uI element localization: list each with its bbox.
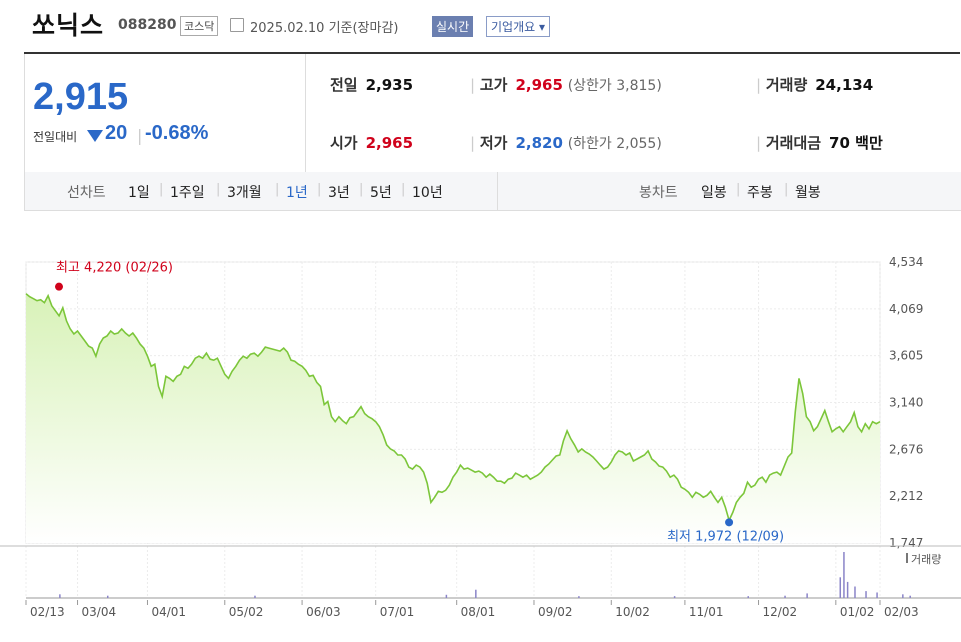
x-tick-label: 06/03 [306, 605, 341, 619]
divider: | [275, 182, 280, 197]
x-tick-label: 01/02 [840, 605, 875, 619]
divider: | [736, 182, 741, 197]
volume-bar [854, 586, 856, 598]
quote-panel: 2,915 전일대비 20 | -0.68% 전일 2,935 | 고가 2,965… [24, 52, 960, 175]
tab-1day[interactable]: 1일 [128, 185, 150, 201]
x-tick-label: 02/03 [884, 605, 919, 619]
tab-5year[interactable]: 5년 [370, 185, 392, 201]
volume-bar [839, 577, 842, 598]
stock-code: 088280 [118, 17, 177, 33]
tab-3month[interactable]: 3개월 [227, 185, 262, 201]
max-marker [55, 282, 63, 291]
tab-10year[interactable]: 10년 [412, 185, 443, 201]
divider: | [159, 182, 164, 197]
tab-daily-candle[interactable]: 일봉 [701, 185, 727, 201]
price-change-pct: -0.68% [145, 122, 209, 144]
period-selector: 선차트 1일 | 1주일 | 3개월 | 1년 | 3년 | 5년 | 10년 … [24, 172, 961, 211]
min-marker [725, 518, 734, 527]
x-tick-label: 10/02 [615, 605, 650, 619]
volume-bar [843, 552, 845, 598]
x-tick-label: 08/01 [461, 605, 496, 619]
volume-bar [902, 594, 904, 598]
trade-amount: | 거래대금 70 백만 [756, 134, 883, 152]
realtime-button[interactable]: 실시간 [432, 16, 474, 37]
divider: | [137, 126, 143, 145]
divider: | [216, 182, 221, 197]
stock-header: 쏘닉스 088280 코스닥 2025.02.10 기준(장마감) 실시간 기업… [0, 0, 961, 52]
volume-bar [106, 595, 109, 598]
divider: | [359, 182, 364, 197]
volume-bar [475, 589, 477, 598]
tab-weekly-candle[interactable]: 주봉 [747, 185, 773, 201]
y-tick-label: 1,747 [889, 536, 923, 550]
volume-bar [909, 595, 911, 598]
price-chart[interactable]: 4,534 4,069 3,605 3,140 2,676 2,212 1,747 02/13… [0, 240, 961, 640]
current-price: 2,915 [33, 76, 129, 118]
day-low: | 저가 2,820 (하한가 2,055) [470, 134, 662, 152]
x-tick-label: 02/13 [30, 605, 65, 619]
tab-1week[interactable]: 1주일 [170, 185, 205, 201]
open-price: 시가 2,965 [330, 134, 414, 152]
prev-close: 전일 2,935 [330, 76, 414, 94]
market-badge: 코스닥 [180, 16, 219, 36]
min-annotation: 최저 1,972 (12/09) [667, 529, 784, 544]
max-annotation: 최고 4,220 (02/26) [56, 261, 173, 276]
volume-bar [747, 596, 749, 598]
stock-name: 쏘닉스 [32, 11, 105, 40]
company-overview-dropdown[interactable]: 기업개요 ▾ [486, 16, 550, 37]
volume-bar [865, 591, 867, 598]
divider: | [784, 182, 789, 197]
x-tick-label: 03/04 [82, 605, 117, 619]
x-tick-label: 12/02 [763, 605, 798, 619]
x-tick-label: 09/02 [538, 605, 573, 619]
y-tick-label: 4,069 [889, 302, 923, 316]
volume-label: 거래량 [911, 553, 941, 566]
x-tick-label: 11/01 [689, 605, 724, 619]
divider: | [317, 182, 322, 197]
y-tick-label: 4,534 [889, 255, 923, 269]
day-high: | 고가 2,965 (상한가 3,815) [470, 76, 662, 94]
y-tick-label: 2,676 [889, 442, 923, 456]
y-tick-label: 2,212 [889, 489, 923, 503]
tab-monthly-candle[interactable]: 월봉 [795, 185, 821, 201]
price-area [26, 293, 880, 543]
price-change: 20 [105, 122, 128, 144]
volume: | 거래량 24,134 [756, 76, 874, 94]
quote-date: 2025.02.10 기준(장마감) [250, 21, 399, 36]
divider [497, 172, 498, 210]
change-label: 전일대비 [33, 130, 78, 144]
line-chart-label: 선차트 [67, 185, 106, 201]
tab-3year[interactable]: 3년 [328, 185, 350, 201]
volume-bar [445, 594, 448, 598]
calendar-icon [230, 18, 244, 32]
price-line [25, 293, 881, 523]
divider: | [401, 182, 406, 197]
tab-1year[interactable]: 1년 [286, 185, 308, 201]
volume-bar [784, 595, 786, 598]
price-summary: 2,915 전일대비 20 | -0.68% [24, 54, 306, 172]
volume-bar [59, 594, 61, 598]
x-tick-label: 05/02 [229, 605, 264, 619]
volume-legend-icon [906, 553, 908, 563]
volume-bar [846, 581, 849, 598]
volume-bar [806, 593, 808, 598]
y-tick-label: 3,140 [889, 396, 923, 410]
x-tick-label: 07/01 [380, 605, 415, 619]
candle-chart-label: 봉차트 [639, 185, 678, 201]
volume-bar [673, 596, 676, 598]
down-triangle-icon [87, 130, 103, 142]
volume-bar [254, 595, 256, 598]
volume-bar [578, 596, 580, 598]
volume-bar [876, 592, 878, 598]
x-tick-label: 04/01 [151, 605, 186, 619]
y-tick-label: 3,605 [889, 349, 923, 363]
